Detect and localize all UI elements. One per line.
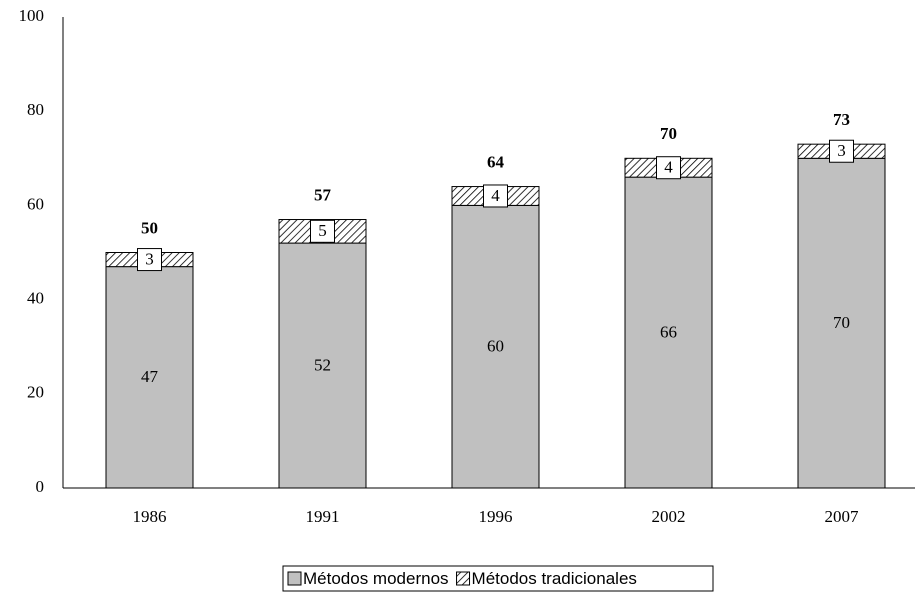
legend-label: Métodos modernos [303, 569, 449, 588]
value-label-box [483, 184, 508, 208]
total-label: 70 [660, 124, 677, 143]
x-tick-label: 2002 [652, 507, 686, 526]
value-label-box [310, 219, 335, 243]
value-label-box [829, 139, 854, 163]
total-label: 57 [314, 185, 332, 204]
legend-swatch [287, 571, 302, 586]
x-tick-label: 1996 [479, 507, 513, 526]
value-label: 60 [487, 337, 504, 356]
value-label: 4 [491, 186, 500, 205]
bar-segment [624, 176, 713, 489]
value-label-box [656, 156, 681, 180]
y-tick-label: 80 [27, 100, 44, 119]
y-tick-label: 60 [27, 194, 44, 213]
value-label: 3 [145, 249, 154, 268]
bar-segment [105, 266, 194, 489]
legend-label: Métodos tradicionales [472, 569, 637, 588]
y-tick-label: 0 [36, 477, 45, 496]
x-tick-label: 1986 [133, 507, 167, 526]
value-label: 47 [141, 367, 159, 386]
y-tick-label: 40 [27, 289, 44, 308]
total-label: 50 [141, 218, 158, 237]
bar-segment [278, 242, 367, 489]
value-label: 52 [314, 355, 331, 374]
value-label: 4 [664, 158, 673, 177]
x-tick-label: 1991 [306, 507, 340, 526]
total-label: 64 [487, 152, 505, 171]
value-label: 5 [318, 221, 327, 240]
value-label-box [137, 248, 162, 272]
total-label: 73 [833, 110, 850, 129]
bar-segment [797, 157, 886, 489]
bar-segment [451, 204, 540, 489]
value-label: 3 [837, 141, 846, 160]
legend-frame [282, 565, 714, 592]
legend-swatch [456, 571, 471, 586]
value-label: 70 [833, 313, 850, 332]
legend: Métodos modernos Métodos tradicionales [282, 565, 714, 592]
y-tick-label: 20 [27, 383, 44, 402]
y-tick-label: 100 [19, 6, 45, 25]
x-tick-label: 2007 [825, 507, 860, 526]
value-label: 66 [660, 322, 677, 341]
